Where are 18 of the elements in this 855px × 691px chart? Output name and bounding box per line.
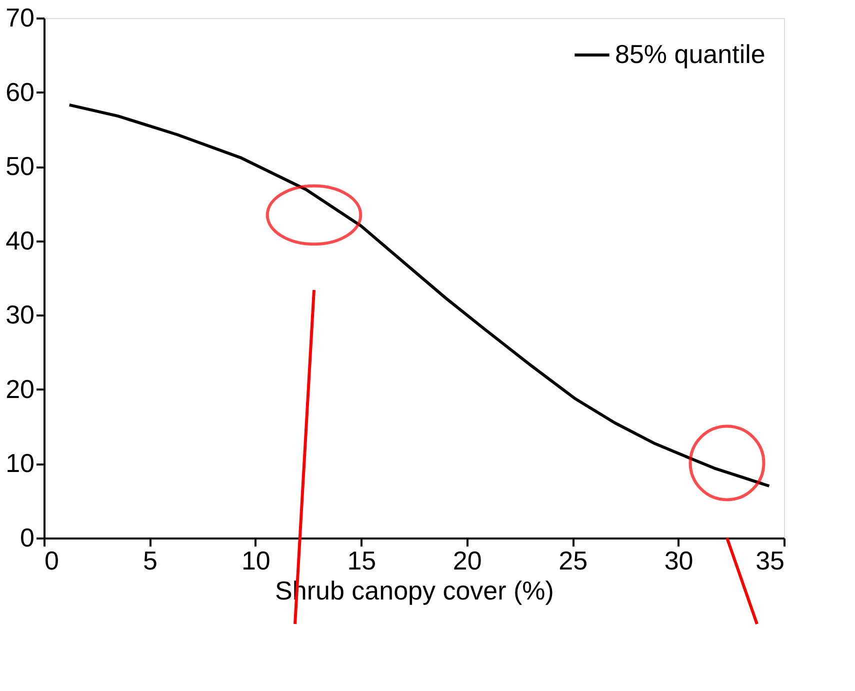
y-tick-label: 60 — [6, 76, 34, 107]
line-series — [68, 103, 771, 488]
y-tick-label: 70 — [6, 2, 34, 32]
y-tick-label: 30 — [6, 300, 34, 330]
x-tick-label: 35 — [756, 546, 784, 576]
x-tick-label: 30 — [664, 546, 694, 576]
x-tick-label: 5 — [142, 546, 158, 576]
x-tick-label: 10 — [241, 546, 270, 576]
x-tick-label: 20 — [452, 546, 482, 576]
y-tick-label: 40 — [6, 225, 34, 256]
y-tick-label: 20 — [6, 374, 34, 404]
legend-label: 85% quantile — [615, 39, 766, 69]
y-tick-label: 0 — [20, 522, 34, 552]
x-tick-label: 15 — [347, 546, 376, 576]
y-tick-label: 10 — [6, 448, 34, 478]
x-tick-label: 0 — [44, 546, 59, 576]
x-tick-label: 25 — [558, 546, 588, 576]
y-tick-label: 50 — [6, 151, 34, 182]
